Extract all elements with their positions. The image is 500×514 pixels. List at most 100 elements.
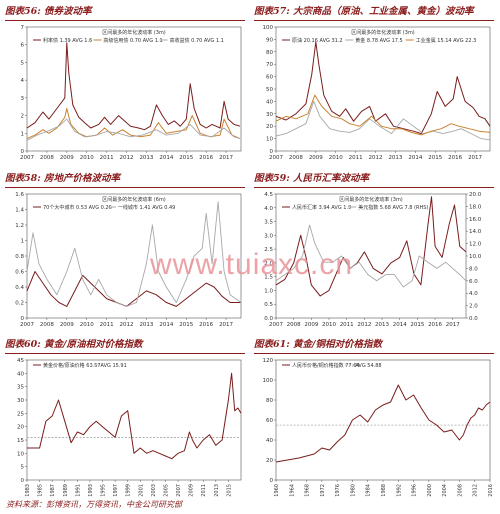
- x-tick-label: 2017: [446, 322, 460, 328]
- x-tick-label: 1960: [274, 484, 280, 497]
- x-tick-label: 2016: [448, 155, 462, 161]
- x-tick-label: 2015: [428, 155, 442, 161]
- x-tick-label: 1987: [50, 484, 56, 497]
- series-line: [275, 41, 491, 135]
- chart-plot: 0 1 2 3 4 5 6 7 2007 2008 2009 2010 2011 2012 2013 2014…: [20, 25, 242, 161]
- plot-frame: [275, 359, 491, 481]
- x-tick-label: 2012: [120, 322, 134, 328]
- y-tick-label: 0.8: [15, 254, 24, 260]
- x-tick-label: 2007: [20, 322, 34, 328]
- y2-tick-label: 20.0: [469, 192, 482, 198]
- x-tick-label: 2009: [189, 484, 195, 497]
- y-tick-label: 45: [17, 358, 24, 364]
- plot-frame: [26, 26, 242, 152]
- y-tick-label: 80: [266, 398, 273, 404]
- y-tick-label: 30: [17, 398, 24, 404]
- y2-tick-label: 10.0: [469, 254, 482, 260]
- x-tick-label: 2009: [309, 155, 323, 161]
- x-tick-label: 2011: [100, 155, 114, 161]
- y-tick-label: 90: [266, 37, 273, 43]
- x-tick-label: 2010: [322, 322, 336, 328]
- x-tick-label: 2012: [473, 484, 479, 497]
- y-tick-label: 0.5: [264, 302, 273, 308]
- x-tick-label: 1984: [366, 484, 372, 497]
- legend-label: AVG 15.91: [101, 363, 127, 369]
- y-tick-label: 70: [266, 62, 273, 68]
- x-tick-label: 2007: [20, 155, 34, 161]
- y-tick-label: 10: [266, 137, 273, 143]
- series-line: [275, 196, 467, 297]
- x-tick-label: 1972: [320, 484, 326, 497]
- legend-label: 高收益债 0.70 AVG 1.1: [170, 37, 224, 44]
- series-line: [275, 94, 491, 136]
- series-line: [275, 224, 467, 288]
- y-tick-label: 10: [17, 451, 24, 457]
- x-tick-label: 2014: [408, 155, 422, 161]
- y-tick-label: 1.0: [264, 288, 273, 294]
- y-tick-label: 5: [21, 60, 25, 66]
- x-tick-label: 2017: [219, 322, 233, 328]
- x-tick-label: 1988: [381, 484, 387, 497]
- legend-label: AVG 54.88: [355, 363, 381, 369]
- y-tick-label: 0.2: [15, 301, 24, 307]
- x-tick-label: 2009: [60, 155, 74, 161]
- chart-plot: 0 0.2 0.4 0.6 0.8 1 1.2 1.4 1.6 2007 2008 2009 2010 2…: [15, 192, 242, 328]
- series-line: [26, 108, 241, 140]
- x-tick-label: 2009: [60, 322, 74, 328]
- y-tick-label: 15: [17, 438, 24, 444]
- chart-title: 图表57: 大宗商品（原油、工业金属、黄金）波动率: [254, 5, 494, 21]
- y-tick-label: 40: [266, 438, 273, 444]
- x-tick-label: 2005: [163, 484, 169, 497]
- x-tick-label: 2011: [201, 484, 207, 497]
- legend-label: 原油 20.16 AVG 31.2: [292, 37, 343, 44]
- x-tick-label: 2013: [139, 322, 153, 328]
- legend-label: 高级信用债 0.70 AVG 1.1: [103, 37, 162, 44]
- y-tick-label: 120: [263, 358, 274, 364]
- legend-label: 黄金 8.78 AVG 17.5: [355, 37, 402, 44]
- y-tick-label: 0: [21, 316, 25, 322]
- legend-label: 美元指数 5.68 AVG 7.8 (RHS): [358, 204, 428, 211]
- x-tick-label: 2010: [80, 322, 94, 328]
- x-tick-label: 2013: [375, 322, 389, 328]
- x-tick-label: 2016: [199, 155, 213, 161]
- x-tick-label: 1976: [335, 484, 341, 497]
- x-tick-label: 2015: [226, 484, 232, 497]
- x-tick-label: 2008: [289, 155, 303, 161]
- x-tick-label: 2011: [349, 155, 363, 161]
- chart-title: 图表61: 黄金/铜相对价格指数: [254, 338, 494, 354]
- x-tick-label: 2011: [340, 322, 354, 328]
- series-line: [26, 201, 242, 307]
- y-tick-label: 4: [21, 78, 25, 84]
- y-tick-label: 20: [17, 425, 24, 431]
- x-tick-label: 2004: [442, 484, 448, 497]
- x-tick-label: 1993: [88, 484, 94, 497]
- y-tick-label: 3: [21, 96, 25, 102]
- x-tick-label: 1964: [289, 484, 295, 497]
- x-tick-label: 2010: [329, 155, 343, 161]
- x-tick-label: 2007: [176, 484, 182, 497]
- plot-frame: [26, 359, 242, 481]
- y-tick-label: 60: [266, 75, 273, 81]
- y-tick-label: 2.5: [264, 247, 273, 253]
- x-tick-label: 1991: [75, 484, 81, 497]
- x-tick-label: 2017: [219, 155, 233, 161]
- y-tick-label: 1.4: [15, 208, 24, 214]
- x-tick-label: 2013: [388, 155, 402, 161]
- chart-title: 图表56: 债券波动率: [5, 5, 245, 21]
- chart-plot: 0 20 40 60 80 100 120 1960 1964 1968 1972 1976 1980 1…: [263, 358, 495, 497]
- y-tick-label: 3.0: [264, 233, 273, 239]
- legend-label: 利率债 1.39 AVG 1.6: [43, 37, 92, 44]
- chart-plot: 0.0 0.5 1.0 1.5 2.0 2.5 3.0 3.5 4.0 4.5 0.0 2.0 4.0 6…: [264, 192, 482, 328]
- series-line: [275, 384, 491, 463]
- chart-plot: 0 5 10 15 20 25 30 35 40 45 1983 1985 1987 1989 1991 19…: [17, 358, 242, 497]
- chart-title: 图表60: 黄金/原油相对价格指数: [5, 338, 245, 354]
- x-tick-label: 2008: [40, 155, 54, 161]
- y-tick-label: 0.0: [264, 316, 273, 322]
- x-tick-label: 2010: [80, 155, 94, 161]
- x-tick-label: 2001: [138, 484, 144, 497]
- x-tick-label: 2013: [214, 484, 220, 497]
- x-tick-label: 2016: [488, 484, 494, 497]
- y-tick-label: 0.6: [15, 270, 24, 276]
- x-tick-label: 2008: [457, 484, 463, 497]
- x-tick-label: 2007: [269, 155, 283, 161]
